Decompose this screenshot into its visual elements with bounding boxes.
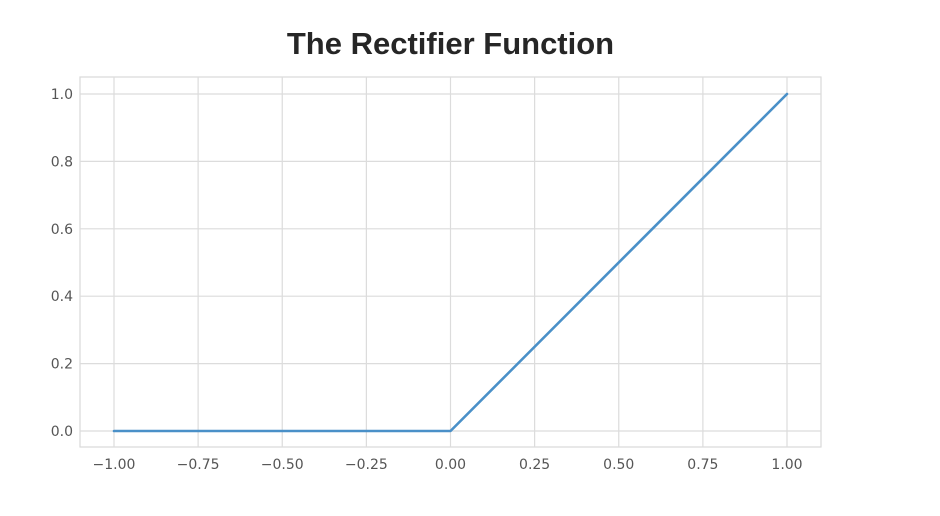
x-tick-label: 0.75 — [687, 457, 718, 473]
x-tick-label: −0.50 — [261, 457, 304, 473]
y-tick-label: 0.4 — [51, 289, 73, 305]
rectifier-line-series — [112, 92, 789, 433]
y-axis-ticks: 0.0 0.2 0.4 0.6 0.8 1.0 — [51, 87, 73, 440]
series-layer — [112, 92, 789, 433]
x-tick-label: 0.50 — [603, 457, 634, 473]
y-tick-label: 0.2 — [51, 357, 73, 373]
y-tick-label: 0.8 — [51, 154, 73, 170]
x-tick-label: 1.00 — [771, 457, 802, 473]
x-tick-label: −0.75 — [177, 457, 220, 473]
x-tick-label: −1.00 — [93, 457, 136, 473]
x-tick-label: 0.25 — [519, 457, 550, 473]
x-tick-label: 0.00 — [435, 457, 466, 473]
y-tick-label: 0.0 — [51, 424, 73, 440]
y-tick-label: 1.0 — [51, 87, 73, 103]
x-tick-label: −0.25 — [345, 457, 388, 473]
x-axis-ticks: −1.00 −0.75 −0.50 −0.25 0.00 0.25 0.50 0.75 1.00 — [93, 457, 803, 473]
y-tick-label: 0.6 — [51, 222, 73, 238]
chart-title: The Rectifier Function — [286, 26, 615, 61]
